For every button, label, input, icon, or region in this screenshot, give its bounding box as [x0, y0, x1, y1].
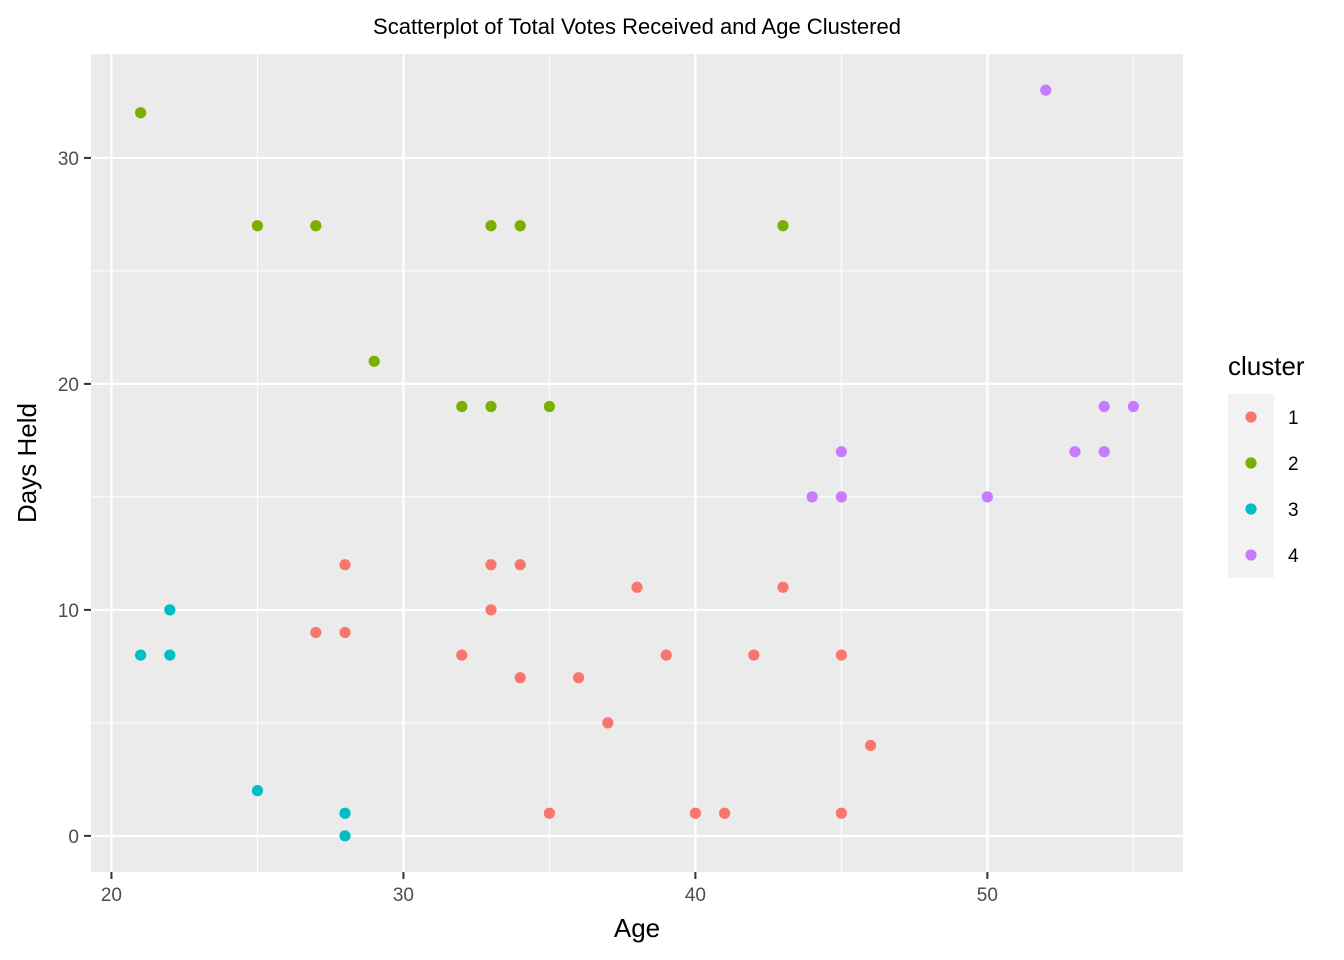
legend-key-background — [1228, 394, 1274, 578]
scatter-point-cluster-4 — [1098, 446, 1110, 458]
scatter-point-cluster-1 — [485, 559, 497, 571]
scatter-point-cluster-1 — [339, 559, 351, 571]
legend-key-1 — [1245, 411, 1257, 423]
scatter-point-cluster-1 — [602, 717, 614, 729]
scatter-point-cluster-4 — [835, 491, 847, 503]
scatter-point-cluster-4 — [1040, 84, 1052, 96]
x-axis: 20 30 40 50 — [101, 872, 998, 906]
x-axis-title: Age — [614, 913, 660, 943]
scatter-point-cluster-1 — [631, 581, 643, 593]
major-gridlines — [91, 54, 1183, 872]
scatter-point-cluster-1 — [573, 672, 585, 684]
scatter-point-cluster-1 — [456, 649, 468, 661]
scatter-point-cluster-1 — [718, 807, 731, 819]
scatter-point-cluster-1 — [310, 626, 322, 639]
scatter-point-cluster-4 — [1127, 400, 1139, 413]
scatter-point-cluster-4 — [981, 491, 993, 503]
y-axis: 0 10 20 30 — [58, 149, 91, 848]
legend-key-2 — [1245, 457, 1257, 469]
scatter-point-cluster-2 — [514, 220, 526, 232]
legend-title: cluster — [1228, 351, 1305, 381]
legend: cluster 1 2 3 4 — [1228, 351, 1305, 578]
scatter-point-cluster-3 — [164, 649, 176, 661]
scatter-point-cluster-2 — [310, 220, 322, 232]
scatter-point-cluster-3 — [339, 830, 351, 842]
scatter-point-cluster-1 — [835, 649, 847, 661]
scatter-point-cluster-4 — [806, 491, 818, 503]
plot-panel — [91, 54, 1183, 872]
y-tick-label: 0 — [68, 827, 79, 848]
y-axis-title: Days Held — [12, 403, 42, 523]
scatter-point-cluster-2 — [777, 220, 789, 232]
y-tick-label: 10 — [58, 601, 79, 622]
minor-gridlines — [91, 54, 1183, 872]
scatter-point-cluster-1 — [339, 626, 351, 639]
chart-title: Scatterplot of Total Votes Received and … — [373, 14, 901, 39]
scatter-point-cluster-4 — [1098, 400, 1110, 413]
scatter-point-cluster-4 — [835, 446, 847, 458]
scatter-point-cluster-1 — [748, 649, 760, 661]
scatter-point-cluster-2 — [456, 400, 468, 413]
scatter-point-cluster-1 — [777, 581, 789, 593]
x-tick-label: 30 — [393, 885, 414, 906]
y-tick-label: 20 — [58, 375, 79, 396]
scatter-point-cluster-1 — [864, 739, 877, 752]
scatter-point-cluster-1 — [660, 649, 672, 661]
legend-label: 4 — [1288, 546, 1299, 567]
scatter-point-cluster-2 — [543, 400, 556, 413]
scatter-point-cluster-1 — [514, 672, 526, 684]
x-tick-label: 20 — [101, 885, 122, 906]
scatter-point-cluster-2 — [368, 355, 380, 367]
scatter-point-cluster-2 — [135, 107, 147, 119]
x-tick-label: 40 — [685, 885, 706, 906]
scatter-point-cluster-3 — [135, 649, 147, 661]
scatter-point-cluster-2 — [251, 220, 264, 232]
scatter-point-cluster-4 — [1069, 446, 1081, 458]
scatter-point-cluster-1 — [485, 604, 497, 616]
scatter-point-cluster-3 — [339, 807, 351, 819]
legend-key-4 — [1245, 549, 1257, 561]
scatter-point-cluster-2 — [485, 400, 497, 413]
x-tick-label: 50 — [977, 885, 998, 906]
scatter-point-cluster-1 — [835, 807, 847, 819]
legend-key-3 — [1245, 503, 1257, 515]
scatter-point-cluster-1 — [514, 559, 526, 571]
legend-label: 3 — [1288, 500, 1299, 521]
scatter-point-cluster-2 — [485, 220, 497, 232]
data-points — [135, 84, 1139, 842]
scatter-point-cluster-3 — [251, 785, 264, 797]
legend-label: 1 — [1288, 408, 1299, 429]
legend-label: 2 — [1288, 454, 1299, 475]
scatter-point-cluster-1 — [689, 807, 701, 819]
scatter-point-cluster-1 — [543, 807, 556, 819]
y-tick-label: 30 — [58, 149, 79, 170]
scatter-point-cluster-3 — [164, 604, 176, 616]
